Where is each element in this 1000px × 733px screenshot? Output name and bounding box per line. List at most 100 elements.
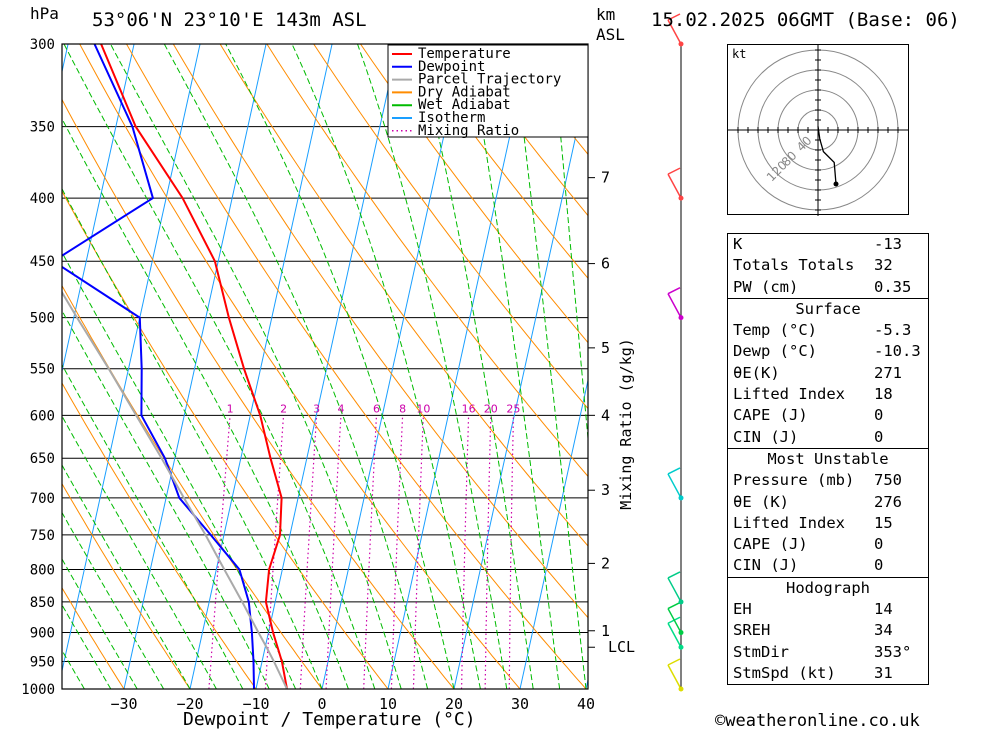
mixing-ratio-label: 2 [280,402,287,415]
dry-adiabat-line [406,44,588,280]
mixing-ratio-line [390,415,404,689]
km-tick-label: 6 [601,255,610,273]
temperature-tick-label: 20 [445,695,463,713]
surface-row: CIN (J) 0 [733,427,884,446]
temperature-tick-label: −10 [242,695,269,713]
surface-row: Dewp (°C) -10.3 [733,342,921,361]
temperature-tick-label: 0 [317,695,326,713]
location-title: 53°06'N 23°10'E 143m ASL [92,9,367,31]
mixing-ratio-line [325,415,342,689]
legend-label: Temperature [418,46,511,62]
wind-barb-dot [678,195,684,201]
wet-adiabat-line [512,44,587,689]
legend-label: Mixing Ratio [418,123,519,139]
index-row-totals: Totals Totals 32 [733,256,893,275]
hodograph-trace [817,126,837,185]
wet-adiabat-line [62,603,112,689]
hpa-unit-label: hPa [30,4,59,23]
legend-label: Dewpoint [418,59,485,75]
dry-adiabat-line [172,44,588,619]
wet-adiabat-line [467,44,561,689]
hodograph-unit: kt [732,47,746,61]
wind-barb-dot [678,644,684,650]
mixing-ratio-line [508,415,514,689]
mu-row: Lifted Index 15 [733,513,893,532]
isotherm-line [62,44,201,674]
wet-adiabat-line [163,44,429,689]
wind-barb [667,473,682,499]
pressure-tick-label: 300 [30,37,55,53]
dry-adiabat-line [62,586,125,689]
datetime-title: 15.02.2025 06GMT (Base: 06) [651,9,960,31]
wind-barb-dot [678,41,684,47]
wet-adiabat-line [62,363,244,689]
wet-adiabat-line [552,44,588,444]
wind-barb [667,622,682,648]
mixing-ratio-line [460,415,470,689]
isotherm-line [123,44,267,689]
mixing-ratio-label: 25 [506,402,520,415]
isotherm-line [321,44,465,689]
surface-row: θE(K) 271 [733,363,902,382]
wet-adiabat-line [62,309,270,689]
surface-row: Temp (°C) -5.3 [733,321,912,340]
wind-barb-dot [678,495,684,501]
wind-barb-flag [667,167,681,175]
km-tick-label: 4 [601,406,610,424]
mixing-ratio-label: 10 [416,402,430,415]
mu-row: CIN (J) 0 [733,556,884,575]
profile-line-parcel-trajectory [62,290,288,689]
hodograph-end-point [833,181,839,187]
mixing-ratio-line [264,415,285,689]
wet-adiabat-line [110,44,402,689]
dry-adiabat-line [266,44,588,478]
pressure-tick-label: 950 [30,655,55,671]
mixing-ratio-line [484,415,492,689]
dry-adiabat-line [219,44,588,547]
pressure-tick-label: 650 [30,451,55,467]
km-tick-label: 5 [601,339,610,357]
mu-row: CAPE (J) 0 [733,535,884,554]
isotherm-line [255,44,399,689]
hodo-row: SREH 34 [733,621,893,640]
temperature-tick-label: −30 [110,695,137,713]
dry-adiabat-line [62,190,389,689]
wind-barb-flag [667,658,681,666]
wind-barb-flag [667,601,681,610]
wet-adiabat-line [225,44,455,689]
mixing-ratio-label: 6 [373,402,380,415]
wet-adiabat-line [62,558,138,689]
surface-section: Surface Temp (°C) -5.3 Dewp (°C) -10.3 θE(… [728,297,928,448]
wind-barb-dot [678,599,684,605]
profile-line-dewpoint [62,44,255,689]
wind-barb [667,293,682,319]
pressure-tick-label: 600 [30,408,55,424]
hodo-row: EH 14 [733,600,893,619]
wet-adiabat-line [291,44,481,689]
mixing-ratio-label: 3 [313,402,320,415]
wet-adiabat-line [357,44,508,689]
pressure-tick-label: 800 [30,562,55,578]
hodo-row: StmDir 353° [733,642,912,661]
km-tick-label: 3 [601,481,610,499]
mixing-ratio-line [208,415,231,689]
hodograph: kt 40 80 120 [727,44,909,220]
credit-footer: ©weatheronline.co.uk [715,711,920,731]
wind-barb [667,577,682,603]
surface-row: Lifted Index 18 [733,385,893,404]
mu-row: θE (K) 276 [733,492,902,511]
surface-title: Surface [795,299,861,318]
pressure-tick-label: 450 [30,254,55,270]
wind-barb-flag [667,571,681,579]
most-unstable-section: Most Unstable Pressure (mb) 750 θE (K) 276… [728,447,928,577]
isotherm-line [387,44,531,689]
index-row-k: K -13 [733,235,902,253]
surface-row: CAPE (J) 0 [733,406,884,425]
hodo-row: StmSpd (kt) 31 [733,663,893,682]
dry-adiabat-line [313,44,588,410]
x-axis-label: Dewpoint / Temperature (°C) [183,709,476,730]
asl-unit-label: ASL [596,25,625,44]
km-tick-label: 7 [601,169,610,187]
indices-top-section: K -13 Totals Totals 32 PW (cm) 0.35 [728,234,928,298]
